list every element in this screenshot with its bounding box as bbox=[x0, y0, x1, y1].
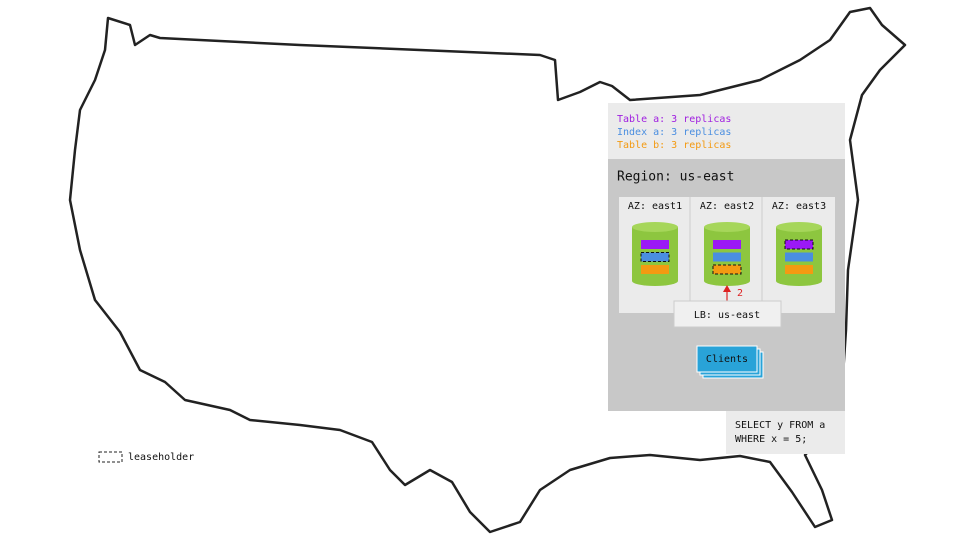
replica bbox=[641, 265, 669, 274]
replica bbox=[784, 239, 814, 250]
replica bbox=[713, 252, 741, 262]
legend-line: Index a: 3 replicas bbox=[617, 127, 731, 138]
load-balancer-label: LB: us-east bbox=[694, 310, 760, 321]
clients-box[interactable] bbox=[696, 345, 758, 373]
node-cylinder-top bbox=[776, 222, 822, 232]
node-cylinder-bottom bbox=[632, 276, 678, 286]
leaseholder-label: leaseholder bbox=[128, 452, 194, 463]
replica bbox=[785, 265, 813, 274]
replica bbox=[712, 264, 742, 275]
zone-label: AZ: east2 bbox=[700, 201, 754, 212]
load-balancer bbox=[673, 300, 782, 328]
replica bbox=[785, 252, 813, 262]
replica bbox=[640, 252, 670, 262]
us-map-outline bbox=[68, 6, 907, 534]
node-cylinder-bottom bbox=[704, 276, 750, 286]
replica bbox=[641, 240, 669, 249]
legend-panel bbox=[608, 103, 845, 159]
query-line: WHERE x = 5; bbox=[735, 434, 807, 445]
zone-label: AZ: east1 bbox=[628, 201, 682, 212]
clients-label: Clients bbox=[706, 354, 748, 365]
arrow-head bbox=[723, 285, 731, 292]
region-title: Region: us-east bbox=[617, 170, 734, 185]
leaseholder-key bbox=[98, 451, 123, 463]
node-cylinder-top bbox=[632, 222, 678, 232]
node-cylinder-bottom bbox=[776, 276, 822, 286]
legend-line: Table b: 3 replicas bbox=[617, 140, 731, 151]
arrow-label: 2 bbox=[737, 288, 743, 299]
query-panel bbox=[726, 411, 845, 454]
legend-line: Table a: 3 replicas bbox=[617, 114, 731, 125]
query-line: SELECT y FROM a bbox=[735, 420, 825, 431]
node-cylinder-top bbox=[704, 222, 750, 232]
zone-label: AZ: east3 bbox=[772, 201, 826, 212]
replica bbox=[713, 240, 741, 249]
